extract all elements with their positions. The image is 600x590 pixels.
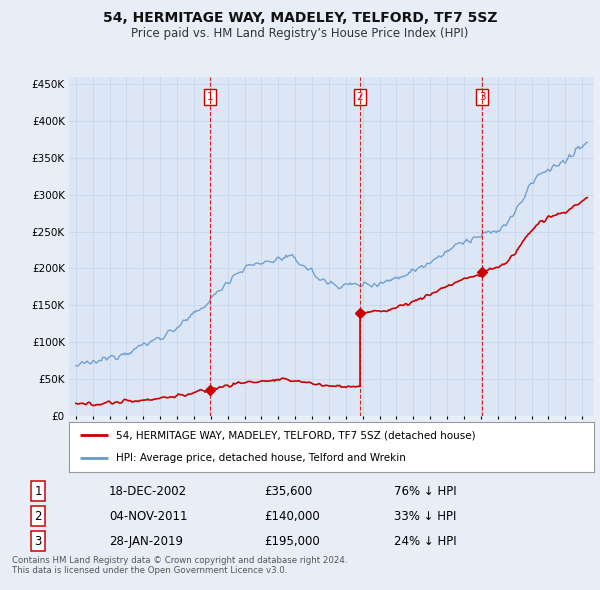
Text: 3: 3 [35, 535, 42, 548]
Text: 54, HERMITAGE WAY, MADELEY, TELFORD, TF7 5SZ: 54, HERMITAGE WAY, MADELEY, TELFORD, TF7… [103, 11, 497, 25]
Text: £35,600: £35,600 [265, 485, 313, 498]
Text: 1: 1 [207, 92, 214, 102]
Text: 2: 2 [357, 92, 364, 102]
Text: 76% ↓ HPI: 76% ↓ HPI [394, 485, 457, 498]
Text: £195,000: £195,000 [265, 535, 320, 548]
Text: £140,000: £140,000 [265, 510, 320, 523]
Text: 1: 1 [35, 485, 42, 498]
Text: Contains HM Land Registry data © Crown copyright and database right 2024.
This d: Contains HM Land Registry data © Crown c… [12, 556, 347, 575]
Text: 24% ↓ HPI: 24% ↓ HPI [394, 535, 457, 548]
Text: 54, HERMITAGE WAY, MADELEY, TELFORD, TF7 5SZ (detached house): 54, HERMITAGE WAY, MADELEY, TELFORD, TF7… [116, 430, 476, 440]
Text: 2: 2 [35, 510, 42, 523]
Text: 18-DEC-2002: 18-DEC-2002 [109, 485, 187, 498]
Text: 3: 3 [479, 92, 485, 102]
Text: 04-NOV-2011: 04-NOV-2011 [109, 510, 187, 523]
Text: Price paid vs. HM Land Registry’s House Price Index (HPI): Price paid vs. HM Land Registry’s House … [131, 27, 469, 40]
Text: 28-JAN-2019: 28-JAN-2019 [109, 535, 183, 548]
Text: 33% ↓ HPI: 33% ↓ HPI [394, 510, 457, 523]
Text: HPI: Average price, detached house, Telford and Wrekin: HPI: Average price, detached house, Telf… [116, 454, 406, 464]
